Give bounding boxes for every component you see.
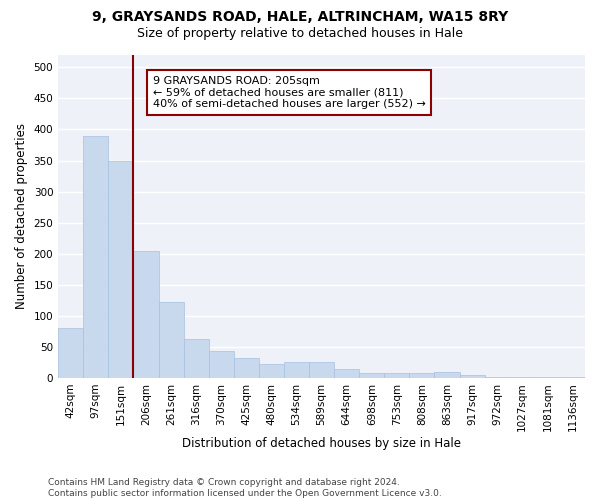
Bar	[209, 350, 234, 378]
Bar	[284, 362, 309, 378]
Text: Size of property relative to detached houses in Hale: Size of property relative to detached ho…	[137, 28, 463, 40]
Bar	[510, 377, 535, 378]
X-axis label: Distribution of detached houses by size in Hale: Distribution of detached houses by size …	[182, 437, 461, 450]
Bar	[334, 368, 359, 378]
Bar	[234, 358, 259, 378]
Bar	[409, 373, 434, 378]
Bar	[535, 377, 560, 378]
Text: 9 GRAYSANDS ROAD: 205sqm
← 59% of detached houses are smaller (811)
40% of semi-: 9 GRAYSANDS ROAD: 205sqm ← 59% of detach…	[153, 76, 426, 109]
Bar	[485, 376, 510, 378]
Bar	[309, 362, 334, 378]
Bar	[359, 373, 385, 378]
Bar	[385, 373, 409, 378]
Text: 9, GRAYSANDS ROAD, HALE, ALTRINCHAM, WA15 8RY: 9, GRAYSANDS ROAD, HALE, ALTRINCHAM, WA1…	[92, 10, 508, 24]
Bar	[434, 372, 460, 378]
Text: Contains HM Land Registry data © Crown copyright and database right 2024.
Contai: Contains HM Land Registry data © Crown c…	[48, 478, 442, 498]
Bar	[58, 328, 83, 378]
Bar	[184, 338, 209, 378]
Bar	[158, 302, 184, 378]
Bar	[560, 377, 585, 378]
Bar	[259, 364, 284, 378]
Bar	[83, 136, 109, 378]
Bar	[133, 251, 158, 378]
Y-axis label: Number of detached properties: Number of detached properties	[15, 124, 28, 310]
Bar	[109, 160, 133, 378]
Bar	[460, 376, 485, 378]
